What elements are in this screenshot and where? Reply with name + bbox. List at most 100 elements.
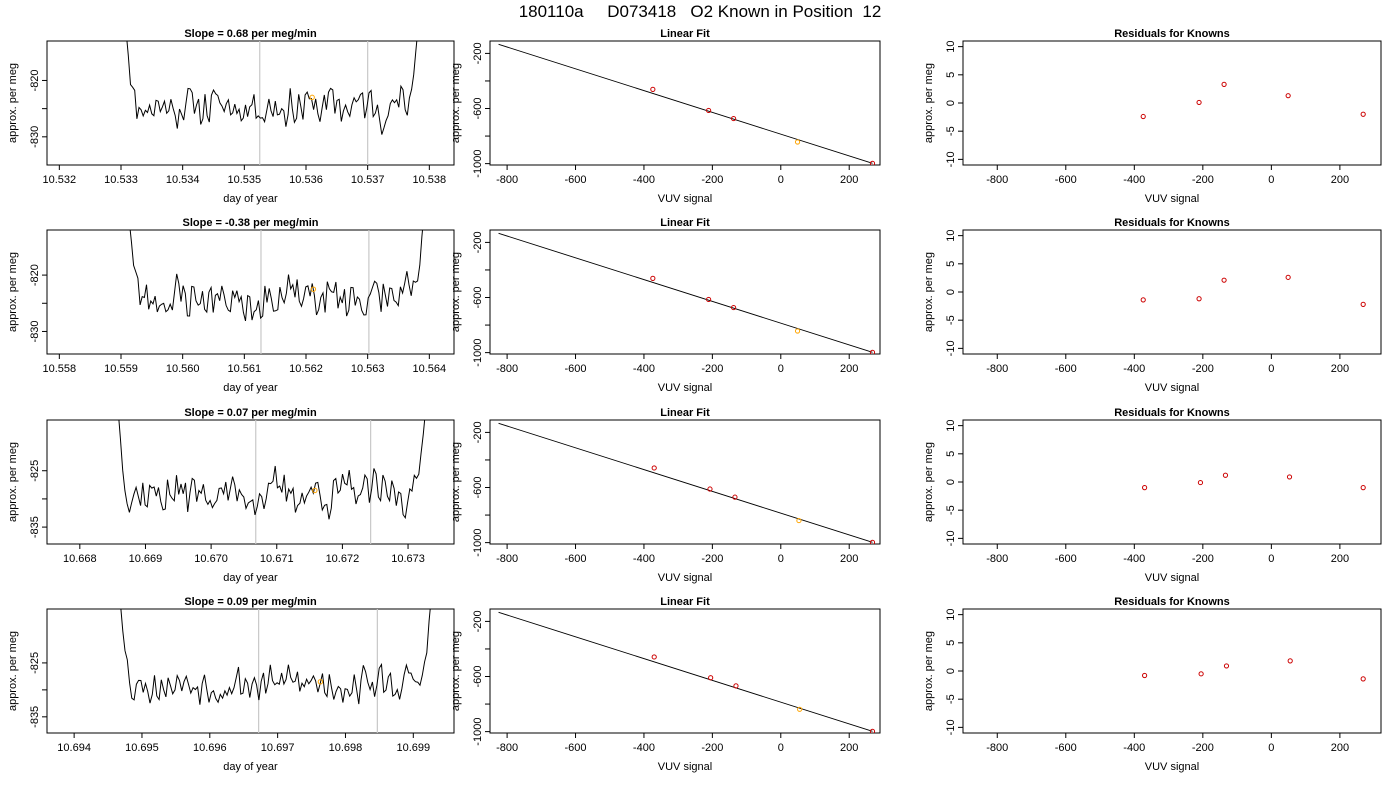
x-tick-label: 10.696 — [193, 742, 227, 754]
panel-title: Linear Fit — [660, 217, 710, 229]
x-axis-label: VUV signal — [658, 382, 712, 394]
plot-area — [126, 41, 418, 165]
y-axis-label: approx. per meg — [7, 631, 19, 711]
x-tick-label: 10.668 — [63, 553, 97, 565]
plot-frame — [46, 229, 455, 355]
x-tick-label: -800 — [986, 742, 1008, 754]
residual-point — [1287, 658, 1293, 664]
residual-point — [1198, 671, 1204, 677]
calibration-point — [796, 517, 802, 524]
residual-point — [1285, 93, 1291, 99]
residual-point — [1285, 274, 1291, 280]
y-tick-label: 0 — [945, 289, 957, 295]
x-axis-label: VUV signal — [1145, 382, 1199, 394]
page-title: 180110a D073418 O2 Known in Position 12 — [518, 2, 882, 21]
calibration-point — [707, 486, 713, 492]
y-tick-label: -1000 — [472, 718, 484, 746]
calibration-point — [732, 494, 738, 500]
residual-point — [1140, 113, 1146, 120]
residual-point — [1196, 99, 1202, 106]
y-tick-label: -200 — [472, 421, 484, 443]
y-axis-label: approx. per meg — [7, 63, 19, 143]
plot-frame — [489, 40, 881, 166]
y-tick-label: -1000 — [472, 529, 484, 557]
x-tick-label: -200 — [701, 174, 723, 186]
x-axis-label: day of year — [223, 382, 278, 394]
residual-point — [1196, 296, 1202, 302]
x-axis-label: VUV signal — [658, 193, 712, 205]
x-tick-label: -200 — [701, 553, 723, 565]
x-tick-label: -200 — [1192, 174, 1214, 186]
panel-r1c2: Linear Fit -800 -600 -400 -200 0 200 -1000 -600 -… — [450, 28, 881, 205]
x-axis-label: day of year — [223, 572, 278, 584]
x-tick-label: 10.559 — [104, 363, 138, 375]
y-tick-label: -600 — [472, 286, 484, 308]
panel-r3c2: Linear Fit -800 -600 -400 -200 0 200 -1000 -600 -… — [450, 407, 881, 584]
calibration-point — [869, 539, 876, 544]
x-tick-label: -400 — [1123, 742, 1145, 754]
calibration-point — [651, 465, 657, 471]
x-tick-label: -600 — [565, 363, 587, 375]
y-tick-label: -10 — [945, 340, 957, 356]
panel-r3c3: Residuals for Knowns -800 -600 -400 -200 0 200… — [923, 407, 1382, 584]
y-axis-label: approx. per meg — [450, 631, 462, 711]
panel-title: Residuals for Knowns — [1114, 217, 1230, 229]
calibration-point — [706, 107, 712, 114]
residual-point — [1360, 676, 1366, 682]
panel-title: Slope = 0.09 per meg/min — [184, 596, 317, 608]
plot-area — [498, 611, 876, 733]
y-tick-label: 5 — [945, 451, 957, 457]
x-tick-label: -600 — [565, 174, 587, 186]
fit-line — [498, 422, 873, 543]
data-trace — [129, 230, 424, 322]
plot-area — [1140, 81, 1366, 120]
x-tick-label: 0 — [778, 174, 784, 186]
data-trace — [118, 420, 426, 520]
y-tick-label: 10 — [945, 420, 957, 432]
plot-frame — [962, 40, 1382, 166]
y-tick-label: -835 — [29, 706, 41, 728]
plot-area — [498, 232, 876, 354]
residual-point — [1221, 81, 1227, 88]
x-tick-label: 200 — [840, 363, 858, 375]
y-tick-label: -1000 — [472, 150, 484, 178]
calibration-point — [733, 683, 739, 689]
x-tick-label: -800 — [496, 553, 518, 565]
x-tick-label: -600 — [1055, 363, 1077, 375]
x-tick-label: -800 — [496, 363, 518, 375]
fit-line — [498, 43, 873, 164]
x-tick-label: -800 — [496, 174, 518, 186]
panel-title: Slope = 0.07 per meg/min — [184, 407, 317, 419]
calibration-point — [651, 654, 657, 660]
x-tick-label: 10.535 — [228, 174, 262, 186]
plot-area — [1141, 472, 1366, 491]
x-tick-label: -400 — [1123, 174, 1145, 186]
x-tick-label: 0 — [1268, 553, 1274, 565]
x-tick-label: 200 — [1331, 174, 1349, 186]
y-tick-label: 0 — [945, 100, 957, 106]
plot-area — [120, 609, 431, 733]
calibration-point — [730, 115, 737, 122]
residual-point — [1141, 672, 1148, 679]
plot-area — [118, 420, 426, 544]
x-tick-label: -600 — [1055, 553, 1077, 565]
x-tick-label: 0 — [1268, 363, 1274, 375]
calibration-point — [869, 160, 876, 165]
y-axis-label: approx. per meg — [923, 442, 935, 522]
panel-title: Slope = 0.68 per meg/min — [184, 28, 317, 40]
x-tick-label: -400 — [1123, 363, 1145, 375]
x-axis-label: VUV signal — [1145, 193, 1199, 205]
calibration-point — [730, 304, 737, 311]
x-tick-label: -800 — [986, 363, 1008, 375]
calibration-point — [706, 296, 712, 303]
calibration-point — [650, 86, 656, 92]
x-tick-label: 10.672 — [326, 553, 360, 565]
panel-r1c1: Slope = 0.68 per meg/min 10.532 10.533 10.5… — [7, 28, 455, 205]
x-tick-label: -800 — [986, 174, 1008, 186]
residual-point — [1197, 479, 1204, 486]
calibration-point — [794, 139, 801, 145]
residual-point — [1286, 474, 1293, 480]
x-tick-label: -200 — [1192, 553, 1214, 565]
residual-point — [1140, 297, 1146, 303]
